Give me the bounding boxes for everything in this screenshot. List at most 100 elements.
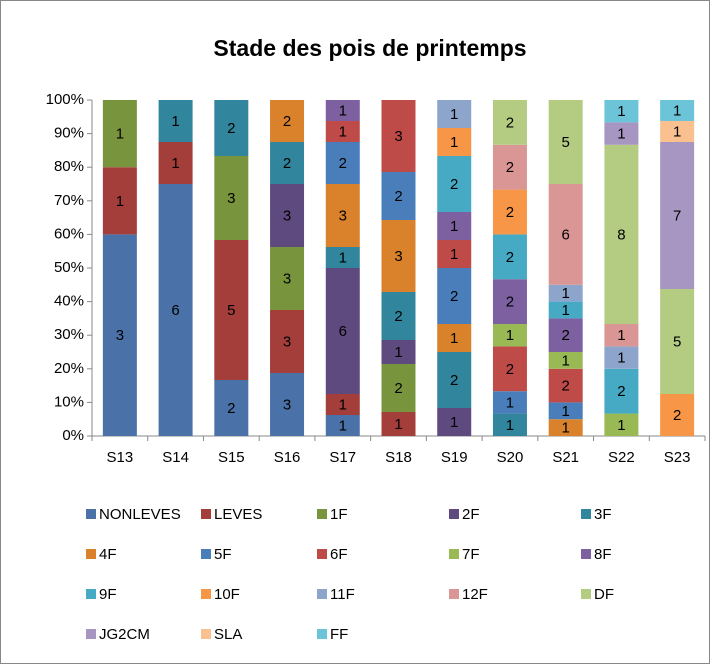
chart-title: Stade des pois de printemps [213,35,526,61]
data-label: 1 [562,403,570,420]
data-label: 2 [673,407,681,424]
legend-label: JG2CM [99,626,150,643]
bar-segment [604,413,639,436]
data-label: 2 [339,155,347,172]
data-label: 1 [116,193,124,210]
data-label: 1 [506,327,514,344]
legend-label: 4F [99,546,117,563]
data-label: 1 [339,123,347,140]
data-label: 7 [673,207,681,224]
legend-swatch [201,589,211,599]
bar-segment [660,121,695,142]
legend-swatch [86,589,96,599]
bar-segment [604,324,639,347]
x-tick-label: S21 [552,449,579,466]
bar-segment [660,394,695,436]
bar-segment [492,346,527,392]
data-label: 2 [394,188,402,205]
bar-segment [158,184,193,436]
data-label: 1 [450,106,458,123]
data-label: 3 [227,190,235,207]
data-label: 2 [506,249,514,266]
data-label: 1 [617,103,625,120]
data-label: 2 [450,372,458,389]
legend-label: SLA [214,626,242,643]
data-label: 2 [506,361,514,378]
bar-segment [604,100,639,123]
data-label: 3 [283,207,291,224]
bar-segment [381,172,416,220]
bar-segment [660,142,695,289]
data-label: 6 [562,226,570,243]
bar-segment [492,324,527,347]
bar-segment [102,234,137,436]
bar-segment [548,419,583,436]
bar-segment [158,100,193,142]
data-label: 1 [562,352,570,369]
data-label: 1 [339,417,347,434]
data-label: 1 [450,330,458,347]
bar-segment [548,284,583,302]
y-tick-label: 100% [46,91,84,108]
x-tick-label: S17 [329,449,356,466]
legend-swatch [317,549,327,559]
data-label: 1 [450,414,458,431]
bar-segment [270,142,305,184]
bar-segment [437,212,472,240]
bar-segment [381,340,416,364]
bar-segment [325,247,360,268]
y-tick-label: 80% [54,158,84,175]
legend-label: 10F [214,586,240,603]
data-label: 1 [450,134,458,151]
data-label: 3 [394,248,402,265]
data-label: 1 [450,246,458,263]
y-tick-label: 0% [62,427,84,444]
data-label: 2 [283,113,291,130]
bar-segment [492,413,527,436]
data-label: 1 [339,249,347,266]
data-label: 1 [673,102,681,119]
bar-segment [492,234,527,280]
data-label: 1 [673,123,681,140]
legend-label: 11F [330,586,355,603]
legend-swatch [449,509,459,519]
legend-swatch [201,629,211,639]
bar-segment [660,100,695,121]
x-tick-label: S20 [497,449,524,466]
data-label: 6 [339,323,347,340]
bar-segment [604,368,639,414]
legend-swatch [86,509,96,519]
x-tick-label: S16 [274,449,301,466]
y-tick-label: 70% [54,192,84,209]
data-label: 1 [394,416,402,433]
bar-segment [437,240,472,268]
legend-label: 12F [462,586,488,603]
bar-segment [270,310,305,373]
bar-segment [548,301,583,319]
bar-segment [437,128,472,156]
bar-segment [660,289,695,394]
legend-label: 9F [99,586,117,603]
legend-label: 3F [594,506,612,523]
data-label: 5 [562,134,570,151]
legend-label: NONLEVES [99,506,181,523]
data-label: 3 [283,396,291,413]
bar-segment [548,184,583,285]
x-tick-label: S14 [162,449,189,466]
y-tick-label: 20% [54,360,84,377]
data-label: 1 [171,113,179,130]
bar-segment [325,121,360,142]
data-label: 5 [227,302,235,319]
bar-segment [325,142,360,184]
bar-segment [381,292,416,340]
data-label: 2 [450,288,458,305]
data-label: 1 [617,417,625,434]
legend-swatch [581,589,591,599]
data-label: 1 [116,126,124,143]
data-label: 1 [171,155,179,172]
bar-segment [548,352,583,369]
bar-segment [270,184,305,247]
y-tick-label: 90% [54,125,84,142]
y-tick-label: 10% [54,393,84,410]
x-tick-label: S18 [385,449,412,466]
